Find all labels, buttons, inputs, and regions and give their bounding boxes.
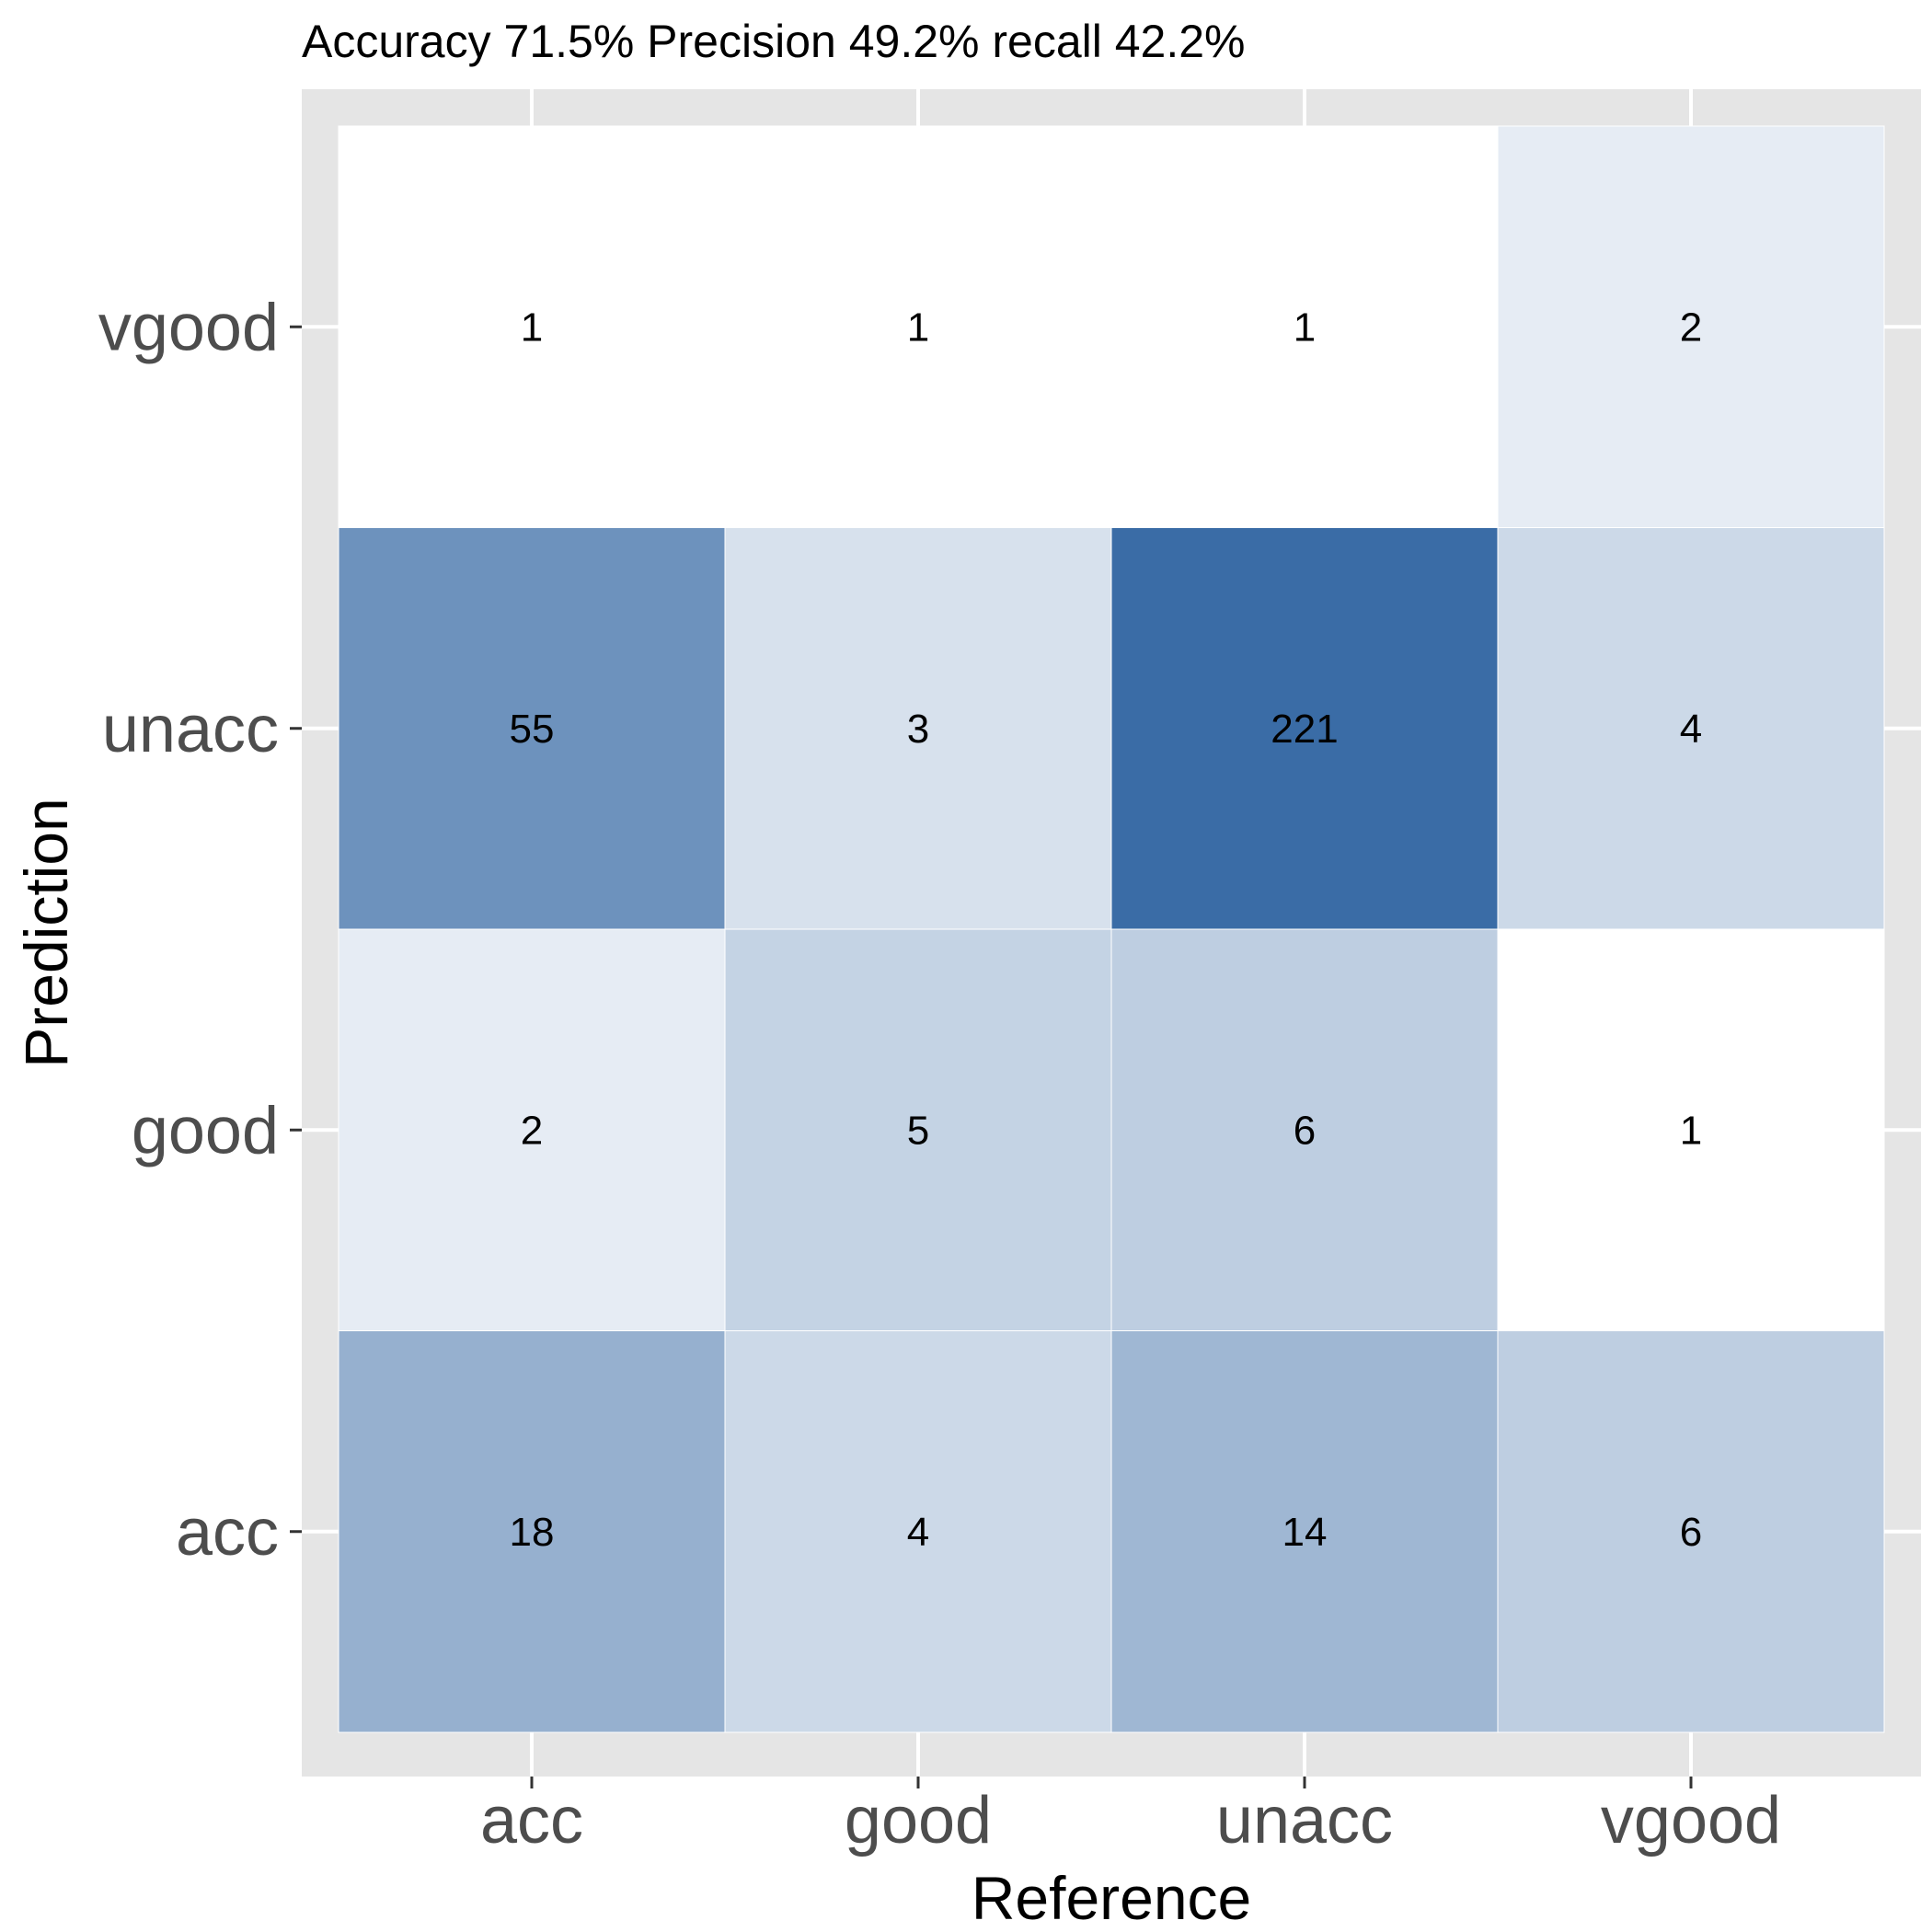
heatmap-cell-acc-acc — [338, 1330, 726, 1733]
cell-value-label-good-vgood: 1 — [907, 305, 929, 350]
cell-value-label-good-good: 5 — [907, 1108, 929, 1153]
y-tick-label-good: good — [132, 1094, 279, 1167]
cell-value-label-unacc-vgood: 1 — [1294, 305, 1316, 350]
y-tick-label-acc: acc — [176, 1496, 279, 1570]
chart-title: Accuracy 71.5% Precision 49.2% recall 42… — [302, 16, 1246, 67]
heatmap-cell-vgood-acc — [1497, 1330, 1885, 1733]
cell-value-label-vgood-acc: 6 — [1680, 1510, 1702, 1555]
heatmap-cells — [338, 125, 1885, 1733]
heatmap-cell-vgood-vgood — [1497, 125, 1885, 528]
cell-value-label-acc-good: 2 — [521, 1108, 543, 1153]
cell-value-label-unacc-acc: 14 — [1282, 1510, 1328, 1555]
heatmap-cell-good-good — [724, 928, 1112, 1331]
heatmap-cell-unacc-unacc — [1110, 527, 1499, 930]
x-axis-title: Reference — [972, 1864, 1252, 1932]
cell-value-label-vgood-good: 1 — [1680, 1108, 1702, 1153]
y-tick-label-unacc: unacc — [102, 693, 279, 766]
x-tick-label-good: good — [845, 1784, 992, 1857]
x-tick-label-vgood: vgood — [1601, 1784, 1781, 1857]
cell-value-label-unacc-unacc: 221 — [1271, 707, 1338, 752]
heatmap-cell-unacc-acc — [1110, 1330, 1499, 1733]
heatmap-cell-acc-unacc — [338, 527, 726, 930]
cell-value-label-unacc-good: 6 — [1294, 1108, 1316, 1153]
heatmap-cell-unacc-good — [1110, 928, 1499, 1331]
heatmap-cell-acc-good — [338, 928, 726, 1331]
heatmap-cell-good-acc — [724, 1330, 1112, 1733]
heatmap-cell-unacc-vgood — [1110, 125, 1499, 528]
cell-value-labels: 1 1 1 2 55 3 221 4 2 5 6 1 18 4 14 6 — [510, 305, 1703, 1555]
x-tick-label-unacc: unacc — [1216, 1784, 1393, 1857]
heatmap-cell-vgood-good — [1497, 928, 1885, 1331]
y-axis-ticks: acc good unacc vgood — [98, 291, 302, 1570]
x-axis-ticks: acc good unacc vgood — [480, 1777, 1781, 1857]
x-tick-label-acc: acc — [480, 1784, 583, 1857]
heatmap-cell-good-unacc — [724, 527, 1112, 930]
cell-value-label-acc-acc: 18 — [510, 1510, 555, 1555]
cell-value-label-good-unacc: 3 — [907, 707, 929, 752]
cell-value-label-good-acc: 4 — [907, 1510, 929, 1555]
heatmap-cell-vgood-unacc — [1497, 527, 1885, 930]
heatmap-cell-acc-vgood — [338, 125, 726, 528]
cell-value-label-vgood-vgood: 2 — [1680, 305, 1702, 350]
heatmap-cell-good-vgood — [724, 125, 1112, 528]
cell-value-label-acc-unacc: 55 — [510, 707, 555, 752]
cell-value-label-vgood-unacc: 4 — [1680, 707, 1702, 752]
cell-value-label-acc-vgood: 1 — [521, 305, 543, 350]
y-tick-label-vgood: vgood — [98, 291, 279, 364]
y-axis-title: Prediction — [12, 798, 80, 1068]
